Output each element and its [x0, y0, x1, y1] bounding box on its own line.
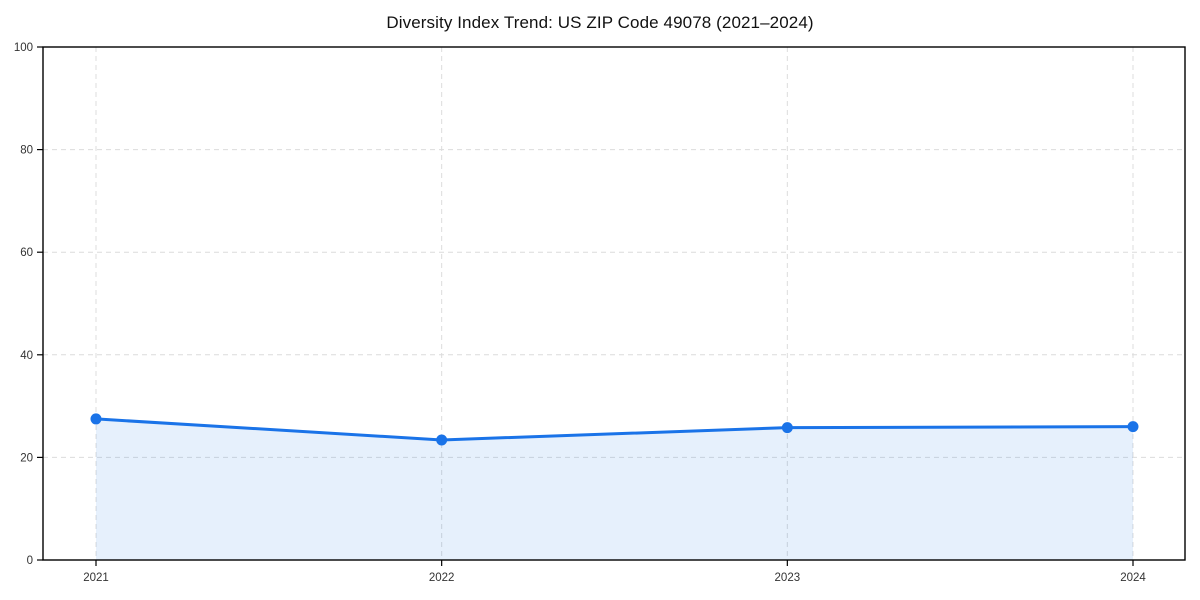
plot-border	[42, 46, 1186, 561]
data-point-2023	[781, 422, 793, 434]
y-tick-label: 80	[20, 145, 33, 157]
area-fill	[96, 418, 1133, 560]
trend-line	[94, 417, 1135, 442]
x-tick-label: 2024	[1120, 572, 1146, 584]
data-point-2024	[1127, 421, 1139, 433]
chart-title: Diversity Index Trend: US ZIP Code 49078…	[386, 13, 814, 32]
y-tick-label: 40	[20, 350, 33, 362]
y-tick-label: 0	[27, 555, 33, 567]
y-tick-label: 20	[20, 452, 33, 464]
x-tick-label: 2023	[775, 572, 801, 584]
data-point-2022	[436, 434, 448, 446]
x-tick-label: 2022	[429, 572, 455, 584]
data-point-2021	[90, 413, 102, 425]
y-tick-label: 60	[20, 247, 33, 259]
y-tick-label: 100	[14, 42, 33, 54]
x-tick-label: 2021	[83, 572, 109, 584]
